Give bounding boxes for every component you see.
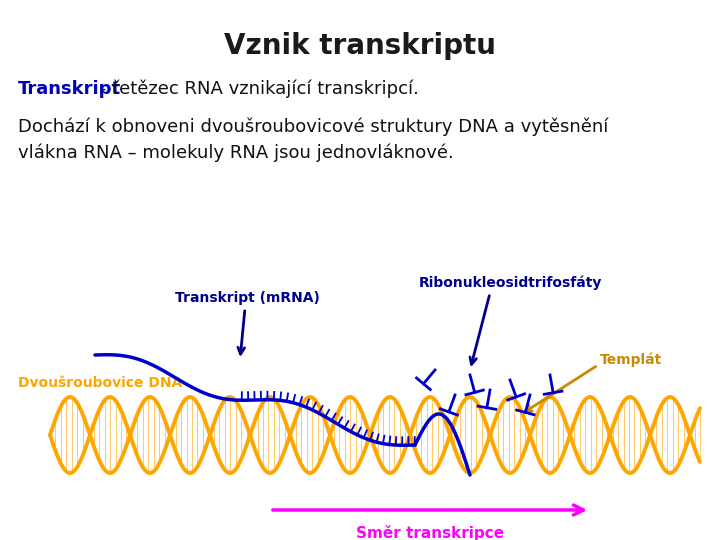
Text: Vznik transkriptu: Vznik transkriptu	[224, 32, 496, 60]
Text: vlákna RNA – molekuly RNA jsou jednovláknové.: vlákna RNA – molekuly RNA jsou jednovlák…	[18, 143, 454, 161]
Text: Dochází k obnoveni dvoušroubovicové struktury DNA a vytěsnění: Dochází k obnoveni dvoušroubovicové stru…	[18, 118, 608, 137]
Text: Dvoušroubovice DNA: Dvoušroubovice DNA	[18, 376, 182, 390]
Text: - řetězec RNA vznikající transkripcí.: - řetězec RNA vznikající transkripcí.	[94, 80, 419, 98]
Text: Směr transkripce: Směr transkripce	[356, 525, 504, 540]
Text: Transkript: Transkript	[18, 80, 121, 98]
Text: Transkript (mRNA): Transkript (mRNA)	[175, 291, 320, 305]
Text: Ribonukleosidtrifosfáty: Ribonukleosidtrifosfáty	[418, 275, 602, 290]
Text: Templát: Templát	[600, 353, 662, 367]
